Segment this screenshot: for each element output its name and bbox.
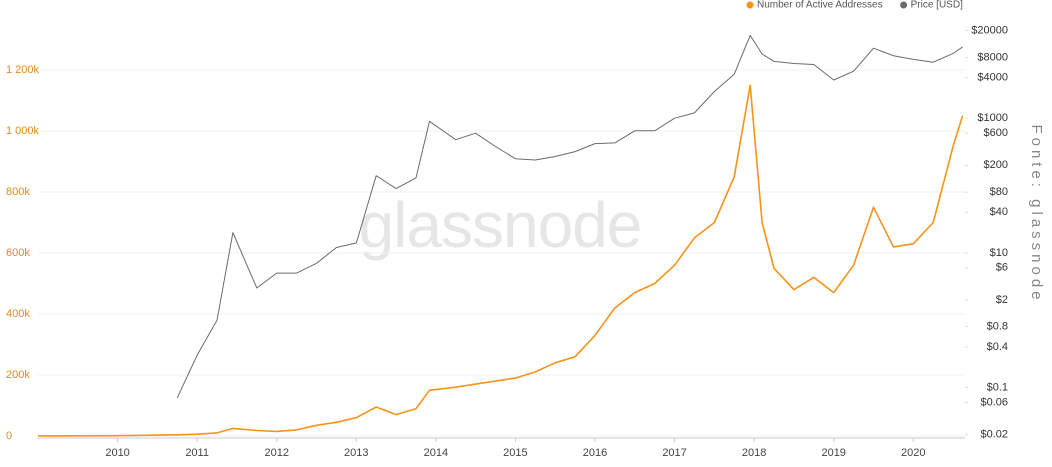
x-tick-label: 2018 (742, 447, 766, 459)
y2-tick-label: $200 (984, 159, 1008, 171)
y2-tick-label: $600 (984, 127, 1008, 139)
y2-tick-label: $0.4 (987, 341, 1008, 353)
y-tick-label: 800k (6, 186, 30, 198)
y-tick-label: 400k (6, 308, 30, 320)
legend-marker (746, 1, 754, 9)
legend-marker (900, 1, 908, 9)
y2-tick-label: $80 (990, 186, 1008, 198)
y-tick-label: 600k (6, 247, 30, 259)
legend-label: Number of Active Addresses (757, 0, 883, 11)
y2-tick-label: $1000 (977, 112, 1008, 124)
y2-tick-label: $10 (990, 247, 1008, 259)
y-tick-label: 1 200k (6, 64, 40, 76)
x-tick-label: 2010 (105, 447, 129, 459)
series-line (176, 34, 963, 399)
y2-tick-label: $6 (996, 262, 1008, 274)
x-tick-label: 2011 (185, 447, 209, 459)
x-tick-label: 2019 (821, 447, 845, 459)
y2-tick-label: $0.1 (987, 381, 1008, 393)
y2-tick-label: $2 (996, 294, 1008, 306)
y-tick-label: 200k (6, 369, 30, 381)
x-tick-label: 2015 (503, 447, 527, 459)
x-tick-label: 2013 (344, 447, 368, 459)
y2-tick-label: $0.06 (980, 396, 1008, 408)
y-tick-label: 0 (6, 430, 12, 442)
x-tick-label: 2017 (662, 447, 686, 459)
y2-tick-label: $40 (990, 206, 1008, 218)
y2-tick-label: $4000 (977, 72, 1008, 84)
legend-label: Price [USD] (911, 0, 963, 11)
y-tick-label: 1 000k (6, 125, 40, 137)
x-tick-label: 2012 (264, 447, 288, 459)
x-tick-label: 2014 (424, 447, 448, 459)
x-tick-label: 2020 (901, 447, 925, 459)
source-label: Fonte: glassnode (1028, 124, 1045, 303)
y2-tick-label: $0.02 (980, 428, 1008, 440)
y2-tick-label: $8000 (977, 51, 1008, 63)
x-tick-label: 2016 (583, 447, 607, 459)
y2-tick-label: $20000 (971, 25, 1008, 37)
y2-tick-label: $0.8 (987, 321, 1008, 333)
watermark: glassnode (359, 189, 642, 261)
series-line (37, 84, 964, 437)
